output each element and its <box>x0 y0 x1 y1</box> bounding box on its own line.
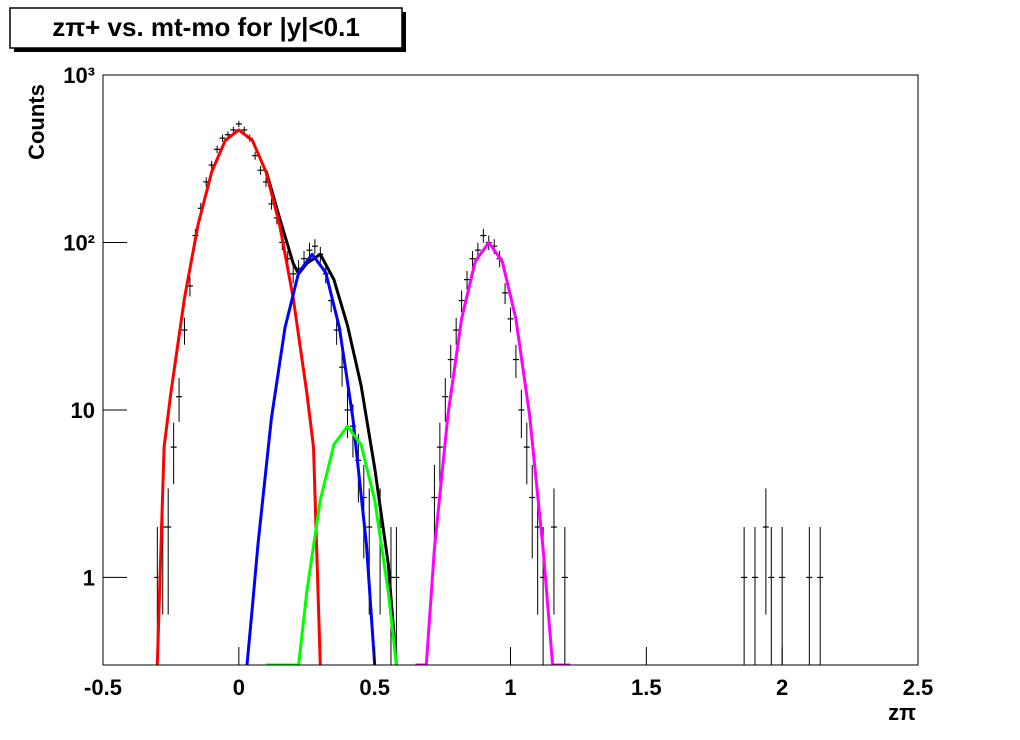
x-tick-label: -0.5 <box>84 675 122 700</box>
x-tick-label: 1 <box>504 675 516 700</box>
x-tick-label: 2.5 <box>903 675 934 700</box>
fit-curve <box>245 252 377 665</box>
y-tick-label: 10 <box>71 398 95 423</box>
x-axis-label: zπ <box>888 700 916 725</box>
fit-curve <box>266 424 398 665</box>
fit-curve <box>415 241 571 665</box>
x-tick-label: 2 <box>776 675 788 700</box>
y-tick-label: 10² <box>63 230 95 255</box>
x-tick-label: 0 <box>233 675 245 700</box>
plot-area <box>154 120 824 665</box>
frame <box>102 74 919 666</box>
y-axis-label: Counts <box>24 84 49 160</box>
title-box <box>9 7 403 49</box>
x-tick-label: 1.5 <box>631 675 662 700</box>
y-tick-label: 10³ <box>63 63 95 88</box>
fit-curve <box>155 128 322 665</box>
x-tick-label: 0.5 <box>359 675 390 700</box>
chart-title: zπ+ vs. mt-mo for |y|<0.1 <box>52 12 360 42</box>
fit-curve <box>264 170 398 665</box>
y-tick-label: 1 <box>83 565 95 590</box>
